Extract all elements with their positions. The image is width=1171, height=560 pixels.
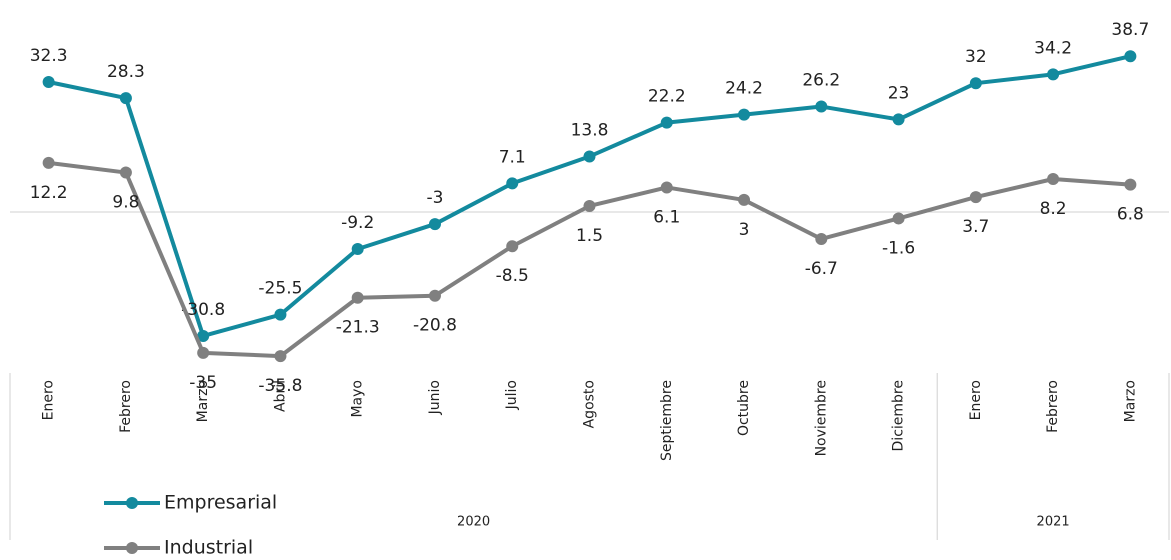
marker [892, 212, 905, 225]
data-label: -6.7 [805, 259, 838, 279]
series-line [48, 54, 1131, 338]
marker [274, 350, 287, 363]
legend-marker [126, 497, 138, 509]
marker [969, 191, 982, 204]
legend-label: Industrial [164, 537, 253, 559]
data-label: 26.2 [802, 71, 840, 91]
data-label: 23 [888, 83, 910, 103]
data-label: -3 [426, 188, 443, 208]
marker [119, 166, 132, 179]
x-tick-label: Febrero [118, 380, 134, 433]
data-label: -35 [189, 373, 217, 393]
marker [506, 177, 519, 190]
marker [351, 291, 364, 304]
marker [738, 193, 751, 206]
data-label: -8.5 [496, 266, 529, 286]
data-label: 28.3 [107, 62, 145, 82]
marker [197, 346, 210, 359]
x-tick-label: Julio [504, 380, 520, 410]
x-tick-label: Marzo [195, 380, 211, 422]
data-label: 9.8 [112, 193, 139, 213]
data-label: 24.2 [725, 79, 763, 99]
marker [583, 150, 596, 163]
marker [1047, 172, 1060, 185]
x-tick-label: Junio [427, 380, 443, 415]
marker [1124, 178, 1137, 191]
group-label: 2020 [457, 515, 490, 530]
data-label: 7.1 [499, 147, 526, 167]
data-label: 38.7 [1111, 20, 1149, 40]
data-label: 32.3 [30, 46, 68, 66]
marker [1047, 68, 1060, 81]
x-tick-label: Febrero [1045, 380, 1061, 433]
marker [197, 329, 210, 342]
legend-label: Empresarial [164, 492, 277, 514]
data-label: 3 [739, 220, 750, 240]
x-tick-label: Septiembre [659, 380, 675, 461]
marker [42, 156, 55, 169]
data-label: 1.5 [576, 226, 603, 246]
x-tick-label: Diciembre [891, 380, 907, 451]
marker [892, 113, 905, 126]
data-label: 3.7 [962, 217, 989, 237]
marker [119, 92, 132, 105]
marker [274, 308, 287, 321]
data-label: -30.8 [181, 300, 225, 320]
data-label: 13.8 [571, 120, 609, 140]
data-label: -25.5 [258, 279, 302, 299]
x-tick-label: Abril [272, 380, 288, 412]
data-label: 8.2 [1040, 199, 1067, 219]
data-label: 6.1 [653, 207, 680, 227]
data-label: -21.3 [336, 318, 380, 338]
marker [351, 243, 364, 256]
marker [42, 75, 55, 88]
x-tick-label: Mayo [350, 380, 366, 418]
marker [1124, 50, 1137, 63]
marker [815, 232, 828, 245]
x-tick-label: Octubre [736, 380, 752, 436]
data-label: -1.6 [882, 238, 915, 258]
data-label: -9.2 [341, 213, 374, 233]
marker [738, 108, 751, 121]
legend-marker [126, 542, 138, 554]
group-label: 2021 [1037, 515, 1070, 530]
data-label: 22.2 [648, 87, 686, 107]
data-label: 34.2 [1034, 38, 1072, 58]
marker [815, 100, 828, 113]
data-label: 12.2 [30, 183, 68, 203]
x-tick-label: Marzo [1122, 380, 1138, 422]
data-label: 6.8 [1117, 205, 1144, 225]
marker [660, 116, 673, 129]
marker [660, 181, 673, 194]
x-tick-label: Enero [968, 380, 984, 420]
x-tick-label: Agosto [582, 380, 598, 428]
marker [506, 240, 519, 253]
marker [969, 77, 982, 90]
marker [583, 199, 596, 212]
series-line [48, 160, 1131, 359]
x-tick-label: Noviembre [813, 380, 829, 456]
data-label: 32 [965, 47, 987, 67]
data-label: -35.8 [258, 376, 302, 396]
x-tick-label: Enero [41, 380, 57, 420]
marker [428, 289, 441, 302]
data-label: -20.8 [413, 316, 457, 336]
marker [428, 218, 441, 231]
